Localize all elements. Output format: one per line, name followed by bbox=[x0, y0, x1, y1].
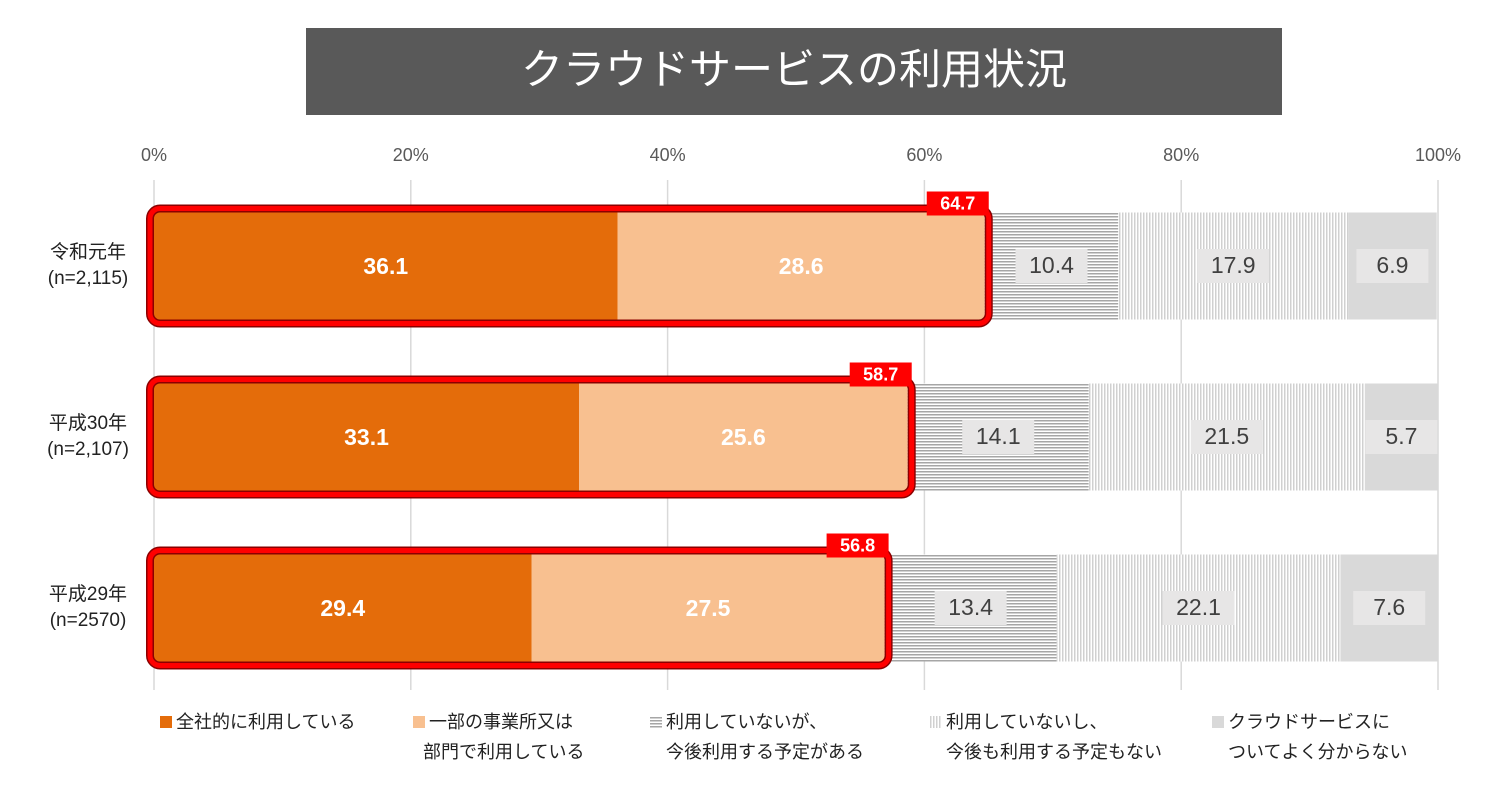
value-label: 10.4 bbox=[1029, 252, 1074, 278]
category-label: 令和元年 (n=2,115) bbox=[48, 241, 128, 289]
category-line: 令和元年 bbox=[50, 241, 126, 263]
legend-marker bbox=[650, 716, 662, 728]
legend-label: 全社的に利用している bbox=[176, 712, 355, 732]
x-tick-label: 80% bbox=[1163, 145, 1199, 165]
x-tick-label: 0% bbox=[141, 145, 167, 165]
bar-segment bbox=[617, 212, 985, 320]
value-label: 5.7 bbox=[1385, 423, 1417, 449]
value-label-box bbox=[1015, 249, 1088, 283]
legend-label: 一部の事業所又は bbox=[429, 712, 573, 732]
highlight-box bbox=[147, 206, 992, 326]
bar-segment bbox=[154, 383, 580, 491]
value-label: 33.1 bbox=[344, 424, 389, 450]
value-label: 21.5 bbox=[1204, 423, 1249, 449]
chart-title: クラウドサービスの利用状況 bbox=[521, 46, 1067, 93]
value-label-box bbox=[1162, 591, 1235, 625]
legend-label: クラウドサービスに bbox=[1228, 712, 1390, 732]
category-label: 平成29年 (n=2570) bbox=[49, 583, 127, 631]
x-tick-label: 60% bbox=[906, 145, 942, 165]
value-label: 7.6 bbox=[1373, 594, 1405, 620]
value-label-box bbox=[1356, 249, 1429, 283]
total-label: 64.7 bbox=[940, 193, 975, 213]
x-tick-label: 40% bbox=[650, 145, 686, 165]
category-line: (n=2570) bbox=[50, 610, 127, 631]
category-line: (n=2,115) bbox=[48, 268, 128, 289]
bar-segment bbox=[579, 383, 908, 491]
value-label: 13.4 bbox=[948, 594, 993, 620]
value-label-box bbox=[1197, 249, 1270, 283]
value-label: 27.5 bbox=[686, 595, 731, 621]
value-label: 28.6 bbox=[779, 253, 824, 279]
value-label-box bbox=[1353, 591, 1426, 625]
title-box bbox=[306, 28, 1282, 115]
legend-marker bbox=[413, 716, 425, 728]
total-label: 58.7 bbox=[863, 364, 898, 384]
value-label: 29.4 bbox=[320, 595, 365, 621]
bar-segment bbox=[154, 554, 532, 662]
value-label: 25.6 bbox=[721, 424, 766, 450]
highlight-box bbox=[147, 548, 892, 668]
legend-label: 利用していないが、 bbox=[666, 712, 827, 732]
legend-label: 今後も利用する予定もない bbox=[946, 742, 1162, 762]
total-label: 56.8 bbox=[840, 535, 875, 555]
legend-marker bbox=[160, 716, 172, 728]
value-label: 36.1 bbox=[363, 253, 408, 279]
bar-segment bbox=[154, 212, 618, 320]
highlight-box bbox=[147, 377, 915, 497]
legend-label: 部門で利用している bbox=[423, 742, 584, 762]
total-label-box bbox=[926, 191, 989, 216]
value-label-box bbox=[1190, 420, 1263, 454]
value-label-box bbox=[1365, 420, 1438, 454]
legend-marker bbox=[930, 716, 942, 728]
category-line: 平成29年 bbox=[49, 583, 127, 605]
value-label: 17.9 bbox=[1211, 252, 1256, 278]
value-label-box bbox=[962, 420, 1035, 454]
legend-label: ついてよく分からない bbox=[1228, 742, 1407, 762]
x-tick-label: 100% bbox=[1415, 145, 1461, 165]
total-label-box bbox=[849, 362, 912, 387]
total-label-box bbox=[826, 533, 889, 558]
value-label: 6.9 bbox=[1376, 252, 1408, 278]
legend-marker bbox=[1212, 716, 1224, 728]
value-label: 14.1 bbox=[976, 423, 1021, 449]
bar-segment bbox=[531, 554, 885, 662]
category-line: (n=2,107) bbox=[47, 439, 129, 460]
legend-label: 利用していないし、 bbox=[946, 712, 1107, 732]
category-line: 平成30年 bbox=[49, 412, 127, 434]
value-label-box bbox=[934, 591, 1007, 625]
legend-label: 今後利用する予定がある bbox=[666, 742, 864, 762]
value-label: 22.1 bbox=[1176, 594, 1221, 620]
category-label: 平成30年 (n=2,107) bbox=[47, 412, 129, 460]
x-tick-label: 20% bbox=[393, 145, 429, 165]
